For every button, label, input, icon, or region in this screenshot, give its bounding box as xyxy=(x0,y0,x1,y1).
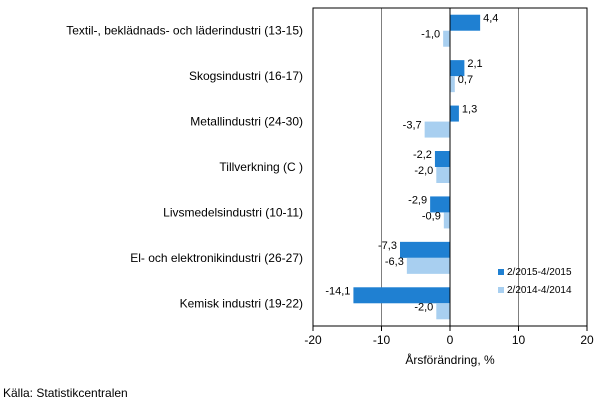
legend-swatch xyxy=(498,269,504,275)
bar-series1 xyxy=(399,241,450,258)
bar-series1 xyxy=(430,196,450,213)
bar-series1 xyxy=(353,287,450,304)
bars xyxy=(353,14,481,320)
data-label: -2,0 xyxy=(414,301,433,313)
legend: 2/2015-4/2015 2/2014-4/2014 xyxy=(498,267,572,296)
category-label: Textil-, beklädnads- och läderindustri (… xyxy=(66,24,303,38)
category-label: Kemisk industri (19-22) xyxy=(180,296,303,310)
data-label: -2,0 xyxy=(414,165,433,177)
category-label: Livsmedelsindustri (10-11) xyxy=(163,205,303,219)
data-label: 0,7 xyxy=(458,74,473,86)
x-axis-title: Årsförändring, % xyxy=(405,352,495,367)
data-label: -6,3 xyxy=(385,256,404,268)
bar-series1 xyxy=(434,151,450,167)
bar-series2 xyxy=(436,167,450,183)
x-tick-label: -20 xyxy=(304,333,322,347)
category-label: Tillverkning (C ) xyxy=(219,160,303,174)
data-label: -1,0 xyxy=(421,29,440,41)
data-label: -14,1 xyxy=(325,285,350,297)
data-label: 4,4 xyxy=(483,13,498,25)
data-label: -0,9 xyxy=(422,210,441,222)
data-label: -3,7 xyxy=(403,120,422,132)
bar-series2 xyxy=(406,257,450,274)
category-label: Skogsindustri (16-17) xyxy=(189,69,303,83)
bar-series2 xyxy=(450,76,455,93)
category-label: Metallindustri (24-30) xyxy=(190,115,303,129)
data-label: -2,9 xyxy=(408,194,427,206)
bar-series2 xyxy=(424,121,450,138)
data-label: -2,2 xyxy=(413,149,432,161)
x-tick-label: 20 xyxy=(580,333,594,347)
labels: Textil-, beklädnads- och läderindustri (… xyxy=(66,13,594,367)
plot-frame xyxy=(312,7,588,331)
data-label: -7,3 xyxy=(378,240,397,252)
bar-series2 xyxy=(443,30,450,47)
legend-label: 2/2014-4/2014 xyxy=(507,285,572,296)
bar-series1 xyxy=(450,60,465,77)
bar-series1 xyxy=(450,105,459,122)
x-tick-label: 0 xyxy=(447,333,454,347)
legend-swatch xyxy=(498,287,504,293)
bar-series2 xyxy=(443,212,450,229)
x-tick-label: -10 xyxy=(373,333,391,347)
source-note: Källa: Statistikcentralen xyxy=(3,386,128,400)
category-label: El- och elektronikindustri (26-27) xyxy=(130,251,303,265)
legend-label: 2/2015-4/2015 xyxy=(507,267,572,278)
bar-series2 xyxy=(436,303,450,320)
bar-series1 xyxy=(450,14,481,31)
data-label: 1,3 xyxy=(462,104,477,116)
x-tick-label: 10 xyxy=(512,333,526,347)
data-label: 2,1 xyxy=(467,58,482,70)
